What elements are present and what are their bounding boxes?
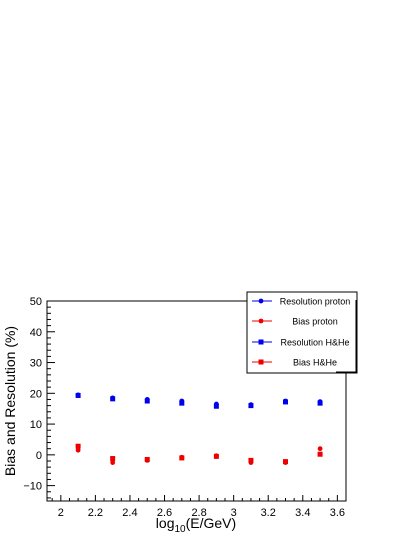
legend-marker: [258, 298, 264, 304]
y-tick-label: 50: [30, 296, 42, 308]
point-bias-hhe: [283, 459, 289, 465]
point-resolution-hhe: [283, 399, 289, 405]
point-bias-hhe: [110, 456, 116, 462]
legend-marker: [258, 359, 264, 365]
x-tick-label: 2: [58, 507, 64, 519]
point-bias-proton: [317, 446, 323, 452]
y-tick-label: 40: [30, 327, 42, 339]
y-tick-label: −10: [23, 481, 42, 493]
legend-marker: [258, 339, 264, 345]
legend-box: [246, 291, 358, 374]
y-tick-label: 30: [30, 358, 42, 370]
x-tick-label: 3.4: [295, 507, 310, 519]
point-bias-hhe: [317, 451, 323, 457]
point-bias-hhe: [213, 453, 219, 459]
axes: 2 2.2 2.4 2.6 2.8 3 3.2 3.4 3.6 −10 0 10 20 30 40 50: [23, 296, 345, 519]
x-tick-label: 2.6: [157, 507, 172, 519]
point-bias-proton: [110, 460, 116, 465]
x-tick-label: 3.6: [330, 507, 345, 519]
x-tick-label: 2.4: [122, 507, 137, 519]
point-bias-hhe: [179, 455, 185, 461]
point-bias-hhe: [248, 457, 254, 463]
point-resolution-hhe: [213, 403, 219, 409]
legend-label: Bias H&He: [293, 358, 337, 368]
x-tick-label: 2.8: [191, 507, 206, 519]
y-axis-label: Bias and Resolution (%): [2, 326, 18, 476]
x-tick-label: 2.2: [88, 507, 103, 519]
legend-label: Bias proton: [292, 317, 338, 327]
point-resolution-hhe: [144, 398, 150, 404]
y-tick-label: 0: [36, 450, 42, 462]
legend: Resolution proton Bias proton Resolution H…: [246, 291, 358, 374]
point-resolution-hhe: [75, 392, 81, 398]
x-tick-label: 3: [231, 507, 237, 519]
point-bias-hhe: [75, 443, 81, 449]
legend-marker: [258, 318, 264, 324]
legend-label: Resolution proton: [280, 297, 351, 307]
point-bias-hhe: [144, 456, 150, 462]
legend-label: Resolution H&He: [280, 338, 349, 348]
x-axis-label: log10(E/GeV): [156, 515, 236, 535]
point-resolution-hhe: [110, 396, 116, 402]
point-resolution-hhe: [248, 403, 254, 409]
y-tick-label: 20: [30, 388, 42, 400]
data-points: [75, 392, 323, 465]
x-tick-label: 3.2: [261, 507, 276, 519]
y-tick-label: 10: [30, 419, 42, 431]
plot-frame: [46, 300, 347, 502]
point-bias-proton: [75, 447, 81, 453]
point-resolution-hhe: [179, 400, 185, 406]
point-resolution-hhe: [317, 400, 323, 406]
